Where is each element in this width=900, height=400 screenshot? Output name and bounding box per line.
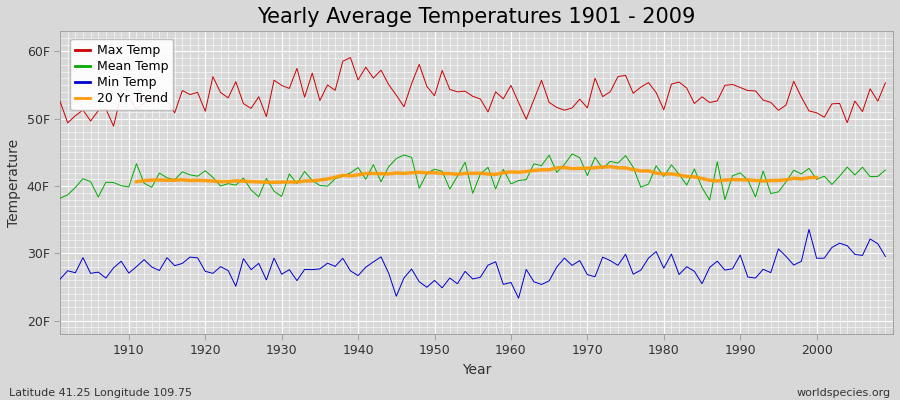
Text: Latitude 41.25 Longitude 109.75: Latitude 41.25 Longitude 109.75 xyxy=(9,388,192,398)
Title: Yearly Average Temperatures 1901 - 2009: Yearly Average Temperatures 1901 - 2009 xyxy=(257,7,696,27)
Y-axis label: Temperature: Temperature xyxy=(7,139,21,227)
X-axis label: Year: Year xyxy=(462,363,491,377)
Text: worldspecies.org: worldspecies.org xyxy=(796,388,891,398)
Legend: Max Temp, Mean Temp, Min Temp, 20 Yr Trend: Max Temp, Mean Temp, Min Temp, 20 Yr Tre… xyxy=(70,39,173,110)
